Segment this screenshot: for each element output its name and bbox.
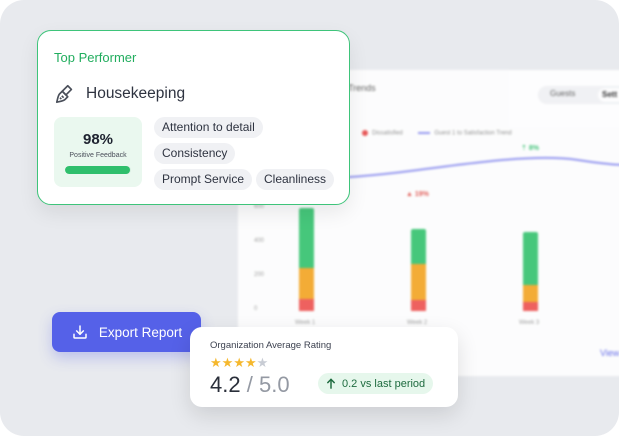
y-tick: 400 [254, 238, 265, 244]
change-down-badge: ▲ 19% [406, 191, 429, 198]
star-rating: ★★★★★ [210, 355, 268, 371]
download-icon [73, 325, 87, 339]
rating-score: 4.2 [210, 372, 241, 397]
department-name: Housekeeping [86, 85, 186, 102]
card-title: Top Performer [54, 50, 137, 65]
rating-value: 4.2 / 5.0 [210, 372, 290, 398]
star-filled-icon: ★ [233, 355, 245, 370]
brush-icon [55, 84, 73, 104]
average-rating-card: Organization Average Rating ★★★★★ 4.2 / … [190, 327, 458, 407]
export-button-label: Export Report [98, 324, 183, 340]
star-empty-icon: ★ [256, 355, 269, 370]
view-link[interactable]: View [600, 348, 619, 358]
bar-week-2 [411, 229, 426, 311]
legend-line-icon [418, 132, 431, 134]
tag-consistency: Consistency [154, 143, 236, 164]
tag-attention-to-detail: Attention to detail [154, 117, 263, 138]
tag-cleanliness: Cleanliness [256, 169, 335, 190]
y-tick: 600 [254, 204, 265, 210]
chart-legend: Dissatisfied Guest 1 to Satisfaction Tre… [362, 130, 512, 137]
x-tick: Week 1 [295, 320, 316, 326]
score-label: Positive Feedback [69, 152, 127, 159]
department-row: Housekeeping [54, 83, 185, 105]
bar-week-1 [299, 208, 314, 311]
top-performer-card: Top Performer Housekeeping 98% Positive … [37, 30, 350, 205]
bar-week-3 [523, 232, 538, 311]
rating-title: Organization Average Rating [210, 340, 332, 351]
x-tick: Week 3 [519, 320, 540, 326]
legend-trend: Guest 1 to Satisfaction Trend [434, 130, 512, 137]
change-up-badge: ⇡ 8% [521, 145, 539, 152]
y-tick: 0 [254, 306, 258, 312]
toggle-settings[interactable]: Sett [598, 88, 619, 102]
x-tick: Week 2 [407, 320, 428, 326]
trends-title: Trends [348, 83, 376, 93]
rating-separator: / [246, 372, 253, 397]
score-progress-bar [65, 166, 131, 174]
score-value: 98% [82, 131, 114, 148]
legend-dissatisfied: Dissatisfied [372, 130, 403, 137]
toggle-guests[interactable]: Guests [550, 89, 576, 98]
star-filled-icon: ★ [244, 355, 257, 370]
background-trends-panel: Trends Guests Sett Dissatisfied Guest 1 … [238, 70, 619, 376]
star-filled-icon: ★ [210, 355, 222, 370]
rating-max: 5.0 [258, 372, 290, 397]
star-filled-icon: ★ [221, 355, 234, 370]
score-progress-fill [65, 166, 130, 174]
rating-change-text: 0.2 vs last period [342, 377, 426, 390]
score-box: 98% Positive Feedback [54, 117, 142, 187]
export-report-button[interactable]: Export Report [52, 312, 201, 352]
view-toggle[interactable]: Guests Sett [538, 86, 619, 104]
tag-prompt-service: Prompt Service [154, 169, 253, 190]
legend-dot-icon [362, 130, 368, 136]
y-tick: 200 [254, 272, 265, 278]
rating-change-badge: 0.2 vs last period [318, 373, 434, 394]
arrow-up-icon [327, 378, 335, 389]
